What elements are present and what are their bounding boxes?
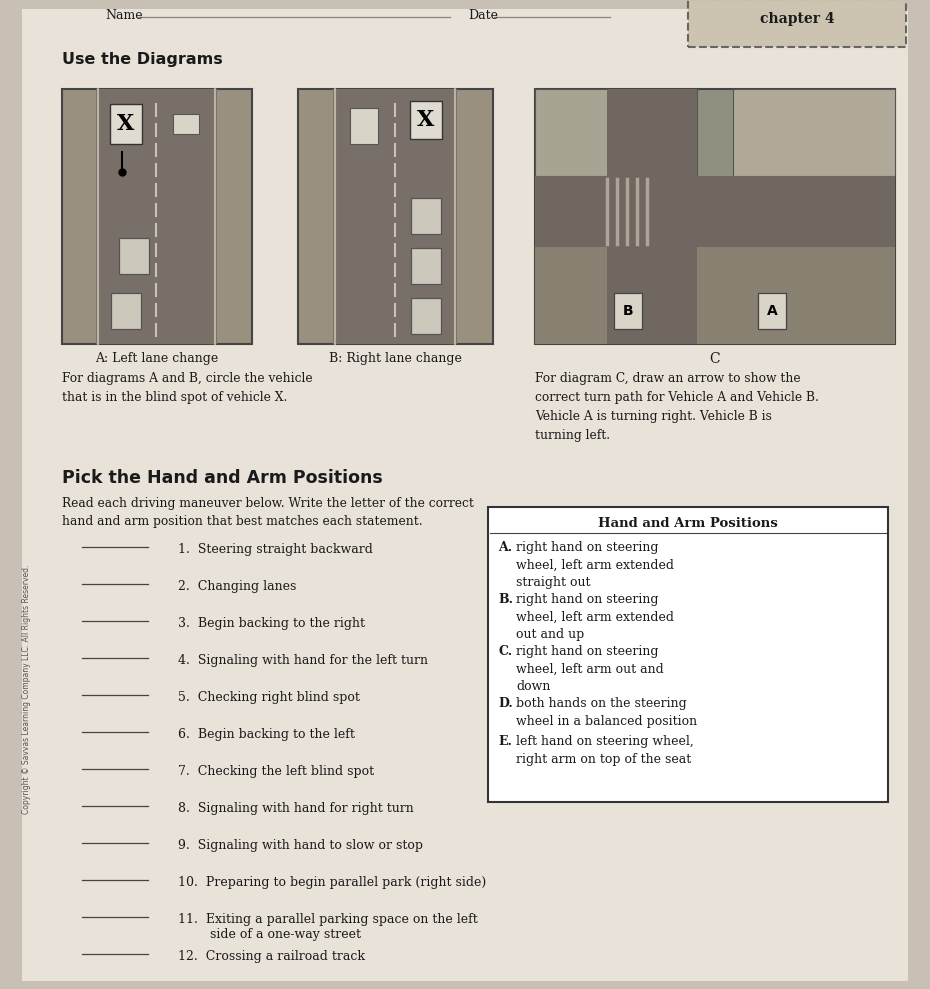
Bar <box>62 89 252 344</box>
Text: Hand and Arm Positions: Hand and Arm Positions <box>598 517 777 530</box>
Bar <box>607 247 697 344</box>
Text: C: C <box>710 352 721 366</box>
Text: Date: Date <box>468 9 498 22</box>
Text: 2.  Changing lanes: 2. Changing lanes <box>178 580 297 593</box>
Bar <box>607 89 697 344</box>
Text: chapter 4: chapter 4 <box>760 12 834 26</box>
Text: right hand on steering
wheel, left arm extended
straight out: right hand on steering wheel, left arm e… <box>516 541 674 589</box>
Text: Name: Name <box>105 9 142 22</box>
Bar <box>688 0 906 47</box>
Bar <box>411 198 441 234</box>
Text: B.: B. <box>498 593 513 606</box>
Text: 4.  Signaling with hand for the left turn: 4. Signaling with hand for the left turn <box>178 654 428 667</box>
Bar <box>535 89 895 344</box>
Bar <box>350 108 378 144</box>
Text: B: Right lane change: B: Right lane change <box>328 352 461 365</box>
Bar <box>733 89 895 176</box>
Bar <box>411 298 441 334</box>
Bar <box>110 104 142 144</box>
Text: Copyright © Savvas Learning Company LLC. All Rights Reserved.: Copyright © Savvas Learning Company LLC.… <box>21 565 31 814</box>
Text: X: X <box>117 113 135 135</box>
Text: A: A <box>767 304 777 318</box>
Text: B: B <box>623 304 633 318</box>
Text: C.: C. <box>498 645 512 658</box>
Text: right hand on steering
wheel, left arm out and
down: right hand on steering wheel, left arm o… <box>516 645 664 693</box>
Bar <box>96 89 217 344</box>
Text: Use the Diagrams: Use the Diagrams <box>62 52 223 67</box>
Text: left hand on steering wheel,
right arm on top of the seat: left hand on steering wheel, right arm o… <box>516 735 694 765</box>
Bar <box>535 176 895 247</box>
Text: 6.  Begin backing to the left: 6. Begin backing to the left <box>178 728 355 741</box>
Text: Read each driving maneuver below. Write the letter of the correct
hand and arm p: Read each driving maneuver below. Write … <box>62 497 474 528</box>
Text: D.: D. <box>498 697 512 710</box>
Bar <box>119 238 149 274</box>
Text: 1.  Steering straight backward: 1. Steering straight backward <box>178 543 373 556</box>
Bar <box>410 101 442 139</box>
Bar <box>535 89 697 176</box>
Bar <box>411 248 441 284</box>
Text: 9.  Signaling with hand to slow or stop: 9. Signaling with hand to slow or stop <box>178 839 423 852</box>
Text: For diagrams A and B, circle the vehicle
that is in the blind spot of vehicle X.: For diagrams A and B, circle the vehicle… <box>62 372 312 404</box>
Text: right hand on steering
wheel, left arm extended
out and up: right hand on steering wheel, left arm e… <box>516 593 674 641</box>
Text: Pick the Hand and Arm Positions: Pick the Hand and Arm Positions <box>62 469 383 487</box>
Text: 8.  Signaling with hand for right turn: 8. Signaling with hand for right turn <box>178 802 414 815</box>
Bar <box>697 247 895 344</box>
Text: For diagram C, draw an arrow to show the
correct turn path for Vehicle A and Veh: For diagram C, draw an arrow to show the… <box>535 372 819 442</box>
Text: 7.  Checking the left blind spot: 7. Checking the left blind spot <box>178 765 374 778</box>
Bar <box>758 293 786 329</box>
Text: 12.  Crossing a railroad track: 12. Crossing a railroad track <box>178 950 365 963</box>
Text: X: X <box>418 109 434 131</box>
Bar <box>488 507 888 802</box>
Text: E.: E. <box>498 735 512 748</box>
Text: 3.  Begin backing to the right: 3. Begin backing to the right <box>178 617 365 630</box>
Text: both hands on the steering
wheel in a balanced position: both hands on the steering wheel in a ba… <box>516 697 698 728</box>
Text: 5.  Checking right blind spot: 5. Checking right blind spot <box>178 691 360 704</box>
Bar <box>333 89 457 344</box>
Bar <box>173 114 199 134</box>
Bar <box>298 89 493 344</box>
Text: A.: A. <box>498 541 512 554</box>
Text: 10.  Preparing to begin parallel park (right side): 10. Preparing to begin parallel park (ri… <box>178 876 486 889</box>
Bar <box>535 247 607 344</box>
Bar <box>111 293 141 329</box>
Text: 11.  Exiting a parallel parking space on the left
        side of a one-way stre: 11. Exiting a parallel parking space on … <box>178 913 478 941</box>
Bar <box>614 293 643 329</box>
Text: A: Left lane change: A: Left lane change <box>96 352 219 365</box>
